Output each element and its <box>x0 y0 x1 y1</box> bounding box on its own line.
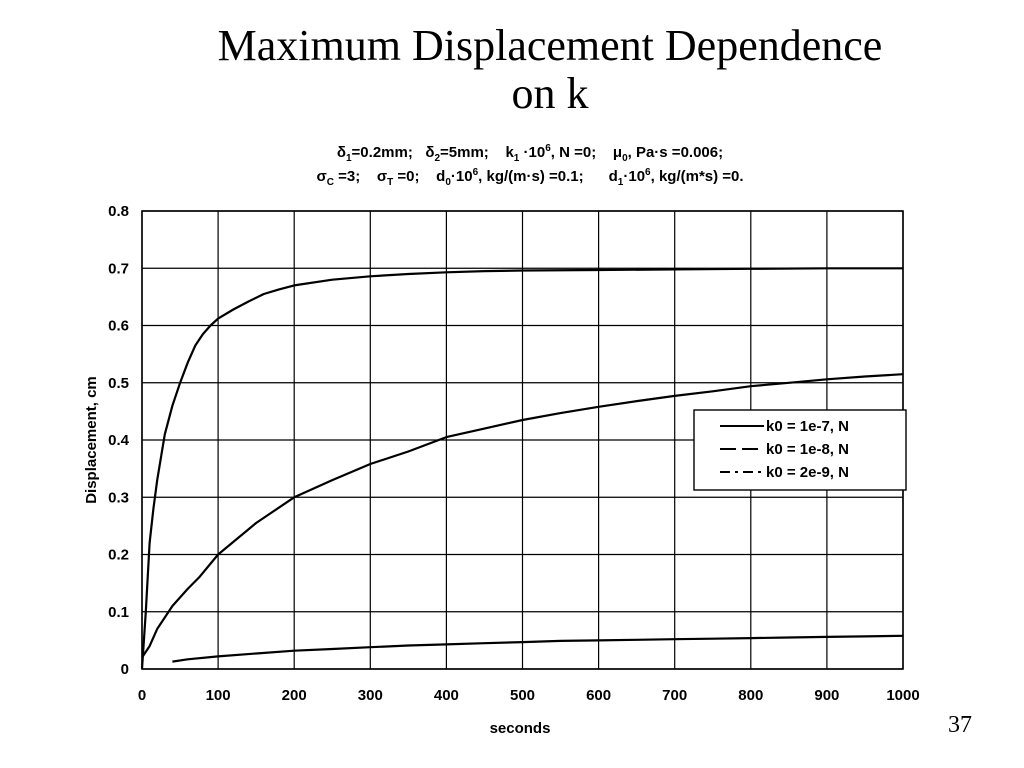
x-tick-label: 0 <box>138 687 146 704</box>
parameters-line-2-part: C <box>326 177 334 188</box>
x-tick-label: 300 <box>358 687 383 704</box>
y-tick-label: 0.3 <box>108 489 129 506</box>
parameters-line-1-part: ·10 <box>519 144 546 161</box>
parameters-line-1-part: , Pa·s =0.006; <box>627 144 724 161</box>
slide-title: Maximum Displacement Dependence on k <box>60 22 1024 118</box>
page-number: 37 <box>948 712 972 738</box>
legend-label: k0 = 2e-9, N <box>766 464 849 481</box>
parameters-line-2-part: 0 <box>445 177 451 188</box>
x-tick-label: 100 <box>206 687 231 704</box>
parameters-line-1-part: δ <box>336 144 346 161</box>
legend-label: k0 = 1e-8, N <box>766 441 849 458</box>
x-tick-label: 500 <box>510 687 535 704</box>
parameters-line-2-part: =0; d <box>393 168 446 185</box>
parameters-line-2-part: σ <box>316 168 327 185</box>
slide-title-line1: Maximum Displacement Dependence <box>217 21 883 70</box>
y-tick-label: 0.4 <box>108 432 130 449</box>
parameters-line-2-part: , kg/(m·s) =0.1; d <box>478 168 618 185</box>
parameters-line-2-part: ·10 <box>450 168 473 185</box>
parameters-line-2-part: 6 <box>645 167 651 178</box>
series-line-1 <box>140 267 903 670</box>
parameters-line-2-part: 6 <box>472 167 479 178</box>
parameters-line-1-part: =5mm; k <box>440 144 514 161</box>
parameters-line-1-part: 1 <box>345 153 352 164</box>
x-tick-label: 900 <box>814 687 839 704</box>
y-tick-label: 0.8 <box>108 203 129 220</box>
legend-label: k0 = 1e-7, N <box>766 418 849 435</box>
parameters-line-1-part: , N =0; μ <box>550 144 623 161</box>
parameters-line-1-part: 6 <box>545 143 551 154</box>
parameters-line-2-part: ·10 <box>623 168 646 185</box>
parameters-line-1-part: =0.2mm; δ <box>351 144 435 161</box>
parameters-line-1-part: 0 <box>622 153 628 164</box>
x-tick-label: 400 <box>434 687 459 704</box>
y-axis-label: Displacement, cm <box>83 376 100 504</box>
y-tick-label: 0.1 <box>108 604 129 621</box>
y-tick-label: 0.2 <box>108 547 129 564</box>
series-line-3 <box>172 634 904 663</box>
y-tick-label: 0 <box>121 661 129 678</box>
parameters-line-1-part: 1 <box>513 153 520 164</box>
parameters-line-2: σC =3; σT =0; d0·106, kg/(m·s) =0.1; d1·… <box>150 167 910 188</box>
slide-title-line2: on k <box>511 69 589 118</box>
series-line-2 <box>141 373 904 659</box>
x-tick-label: 600 <box>586 687 611 704</box>
y-tick-label: 0.6 <box>108 318 129 335</box>
x-tick-label: 1000 <box>886 687 919 704</box>
y-tick-labels: 0 0.1 0.2 0.3 0.4 0.5 0.6 0.7 0.8 <box>108 203 130 678</box>
parameters-line-1: δ1=0.2mm; δ2=5mm; k1 ·106, N =0; μ0, Pa·… <box>150 143 910 164</box>
chart-legend: k0 = 1e-7, N k0 = 1e-8, N k0 = 2e-9, N <box>693 409 907 491</box>
parameters-line-2-part: T <box>387 177 394 188</box>
parameters-line-2-part: , kg/(m*s) =0. <box>650 168 744 185</box>
parameters-line-2-part: 1 <box>617 177 624 188</box>
x-tick-label: 700 <box>662 687 687 704</box>
x-tick-labels: 0 100 200 300 400 500 600 700 800 900 1000 <box>138 687 920 704</box>
y-tick-label: 0.7 <box>108 260 129 277</box>
parameters-line-1-part: 2 <box>434 153 440 164</box>
x-tick-label: 800 <box>738 687 763 704</box>
y-tick-label: 0.5 <box>108 375 129 392</box>
x-tick-label: 200 <box>282 687 307 704</box>
x-axis-label: seconds <box>490 720 551 737</box>
chart-series <box>140 267 904 670</box>
parameters-line-2-part: =3; σ <box>333 168 388 185</box>
